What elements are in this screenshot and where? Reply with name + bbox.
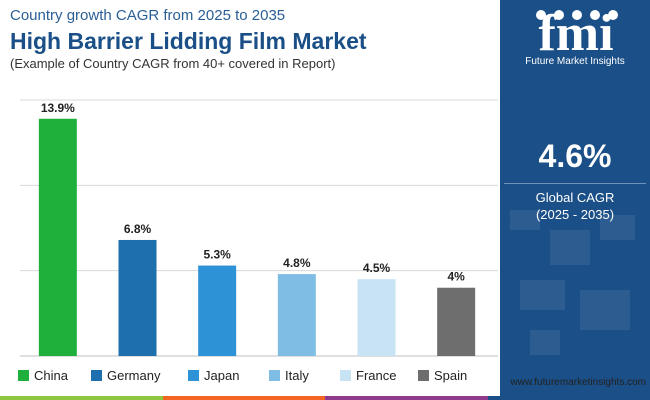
legend-label: Spain — [434, 368, 468, 383]
value-label-france: 4.5% — [363, 261, 391, 275]
bottom-bar-segment — [0, 396, 163, 400]
fmi-logo: fmi — [536, 6, 618, 62]
bar-spain — [437, 287, 476, 356]
bar-france — [357, 279, 396, 356]
map-texture — [510, 210, 635, 355]
legend-label: Germany — [107, 368, 161, 383]
legend-item-france: France — [340, 368, 396, 383]
bottom-color-bar — [0, 396, 650, 400]
legend-swatch — [269, 370, 280, 381]
value-label-japan: 5.3% — [203, 248, 231, 262]
legend-label: China — [34, 368, 68, 383]
legend-label: Italy — [285, 368, 309, 383]
bottom-bar-segment — [487, 396, 650, 400]
legend-item-spain: Spain — [418, 368, 467, 383]
legend-swatch — [18, 370, 29, 381]
legend-swatch — [188, 370, 199, 381]
bar-germany — [118, 239, 157, 356]
bar-chart: 13.9% 6.8% 5.3% 4.8% 4.5% 4% — [20, 99, 498, 357]
footer-url[interactable]: www.futuremarketinsights.com — [510, 377, 646, 388]
legend-item-japan: Japan — [188, 368, 239, 383]
value-label-spain: 4% — [447, 270, 465, 284]
side-panel: fmi Future Market Insights 4.6% Global C… — [500, 0, 650, 400]
global-cagr-label: Global CAGR — [535, 190, 615, 205]
legend-label: France — [356, 368, 397, 383]
header: Country growth CAGR from 2025 to 2035 Hi… — [10, 6, 490, 73]
legend-label: Japan — [204, 368, 240, 383]
legend-item-germany: Germany — [91, 368, 160, 383]
bottom-bar-segment — [325, 396, 488, 400]
chart-subtitle: Country growth CAGR from 2025 to 2035 — [10, 7, 286, 24]
bar-italy — [277, 274, 316, 356]
global-cagr-period: (2025 - 2035) — [535, 207, 615, 222]
divider — [504, 183, 646, 184]
chart-note: (Example of Country CAGR from 40+ covere… — [10, 56, 336, 71]
legend-swatch — [418, 370, 429, 381]
legend-item-china: China — [18, 368, 68, 383]
value-label-china: 13.9% — [41, 101, 75, 115]
bottom-bar-segment — [162, 396, 325, 400]
global-cagr-value: 4.6% — [538, 138, 612, 174]
chart-title: High Barrier Lidding Film Market — [10, 28, 367, 54]
logo-caption: Future Market Insights — [525, 56, 625, 67]
bar-china — [38, 118, 77, 356]
value-label-italy: 4.8% — [283, 256, 311, 270]
legend-swatch — [340, 370, 351, 381]
legend-item-italy: Italy — [269, 368, 309, 383]
value-label-germany: 6.8% — [124, 222, 152, 236]
legend-swatch — [91, 370, 102, 381]
bar-japan — [198, 265, 237, 356]
chart-legend: China Germany Japan Italy France Spain — [18, 368, 498, 386]
